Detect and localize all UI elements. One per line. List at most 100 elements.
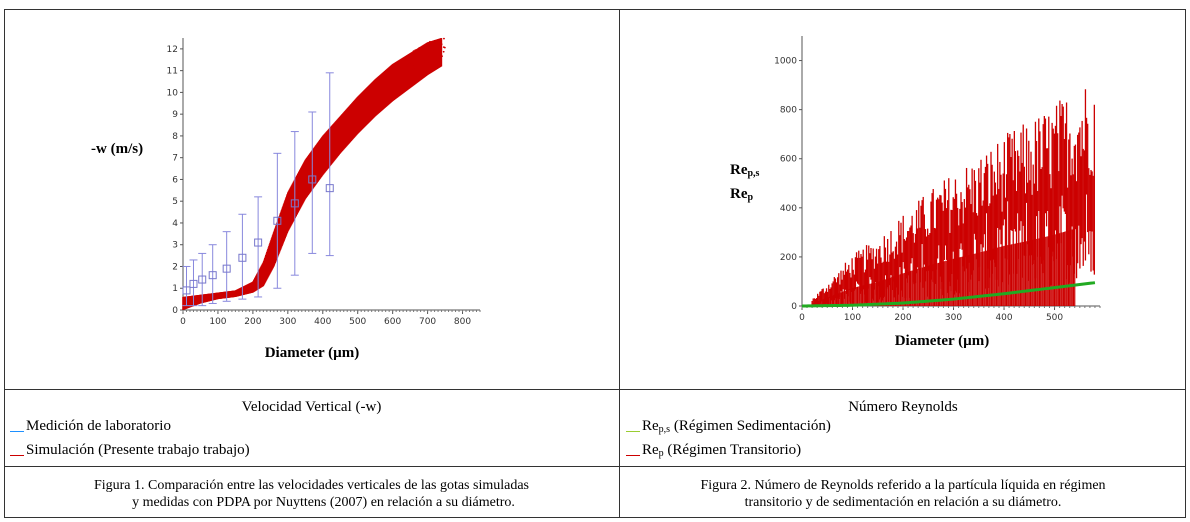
simulation-point — [410, 66, 413, 68]
simulation-point — [434, 58, 437, 61]
chart2-ylabel-line1: Rep,s — [730, 162, 760, 179]
simulation-point — [433, 39, 436, 42]
chart1-x-tick-label: 700 — [419, 317, 436, 326]
row-divider-2 — [4, 466, 1186, 467]
simulation-point — [440, 51, 442, 54]
simulation-point — [400, 65, 403, 68]
simulation-point — [409, 67, 412, 70]
figure1-caption: Figura 1. Comparación entre las velocida… — [4, 477, 619, 511]
simulation-point — [434, 48, 437, 51]
column-divider — [619, 9, 620, 518]
chart1-y-tick-label: 0 — [172, 306, 178, 316]
chart2-ylabel: Rep,s Rep — [730, 160, 759, 208]
simulation-point — [438, 54, 441, 57]
figure2-caption: Figura 2. Número de Reynolds referido a … — [620, 477, 1186, 511]
simulation-point — [399, 64, 401, 67]
simulation-point — [429, 58, 431, 61]
figure1-caption-line1: Figura 1. Comparación entre las velocida… — [93, 478, 530, 493]
simulation-point — [443, 46, 446, 49]
lab-point — [208, 271, 217, 280]
simulation-point — [425, 61, 427, 64]
simulation-point — [435, 52, 438, 55]
chart1-y-tick-label: 4 — [172, 219, 178, 229]
simulation-point — [411, 56, 414, 59]
chart2-title: Número Reynolds — [848, 399, 958, 415]
simulation-point — [429, 43, 432, 45]
simulation-point — [424, 44, 426, 47]
chart2-x-tick-label: 500 — [1046, 313, 1063, 320]
chart1-x-tick-label: 100 — [209, 317, 226, 326]
chart2-y-tick-label: 1000 — [774, 57, 797, 67]
chart1-x-tick-label: 300 — [279, 317, 296, 326]
simulation-point — [412, 50, 415, 53]
simulation-point — [404, 72, 407, 75]
simulation-point — [419, 52, 422, 55]
simulation-point — [420, 63, 423, 66]
sedimentacion-series-line — [801, 281, 1096, 308]
legend-lab-swatch — [10, 431, 24, 432]
simulation-point — [431, 59, 434, 62]
lab-point — [273, 216, 282, 225]
chart1-y-tick-label: 12 — [167, 45, 178, 55]
chart1-y-tick-label: 8 — [172, 132, 178, 142]
lab-point — [325, 184, 334, 193]
simulation-point — [408, 57, 411, 60]
legend-trans-label: Rep (Régimen Transitorio) — [642, 442, 802, 459]
chart1-x-tick-label: 0 — [180, 317, 186, 326]
chart2-x-tick-label: 300 — [945, 313, 962, 320]
velocity-scatter-chart: 0 100 200 300 400 500 600 700 800012345678910111… — [167, 37, 481, 326]
simulation-point — [412, 69, 414, 72]
chart2-y-tick-label: 600 — [780, 155, 797, 165]
simulation-point — [430, 52, 433, 55]
simulation-point — [430, 56, 433, 59]
chart1-y-tick-label: 11 — [167, 67, 178, 77]
lab-point — [198, 275, 207, 284]
simulation-point — [404, 64, 407, 67]
legend-sed-swatch — [626, 431, 640, 432]
simulation-point — [404, 57, 407, 60]
chart2-y-tick-label: 800 — [780, 106, 797, 116]
legend-sim-label: Simulación (Presente trabajo trabajo) — [26, 442, 250, 458]
simulation-point — [426, 49, 429, 52]
chart1-ylabel: -w (m/s) — [91, 141, 144, 157]
chart1-y-tick-label: 5 — [172, 197, 178, 207]
simulation-point — [440, 43, 443, 46]
chart1-x-tick-label: 500 — [349, 317, 366, 326]
chart2-x-tick-label: 400 — [995, 313, 1012, 320]
chart2-xlabel: Diameter (µm) — [894, 333, 990, 349]
chart1-y-tick-label: 3 — [172, 241, 178, 251]
simulation-point — [425, 58, 428, 61]
chart1-title: Velocidad Vertical (-w) — [241, 399, 382, 415]
simulation-point — [419, 61, 422, 64]
simulation-point — [442, 50, 445, 53]
simulation-point — [441, 55, 443, 58]
simulation-point — [420, 54, 423, 57]
simulation-point — [429, 49, 432, 52]
simulation-point — [403, 73, 405, 76]
simulation-point — [422, 60, 425, 63]
chart1-y-tick-label: 10 — [167, 88, 179, 98]
simulation-point — [429, 40, 431, 43]
row-divider-1 — [4, 389, 1186, 390]
simulation-point — [407, 64, 410, 67]
simulation-point — [427, 60, 430, 63]
reynolds-scatter-chart: 0 100 200 300 400 500 0 200 400 600 800 1000 — [774, 36, 1101, 320]
simulation-point — [428, 46, 431, 49]
simulation-point — [417, 54, 420, 57]
simulation-point — [432, 43, 435, 46]
simulation-point — [424, 56, 427, 59]
chart2-y-tick-label: 0 — [791, 302, 797, 312]
simulation-point — [433, 53, 436, 55]
chart2-y-tick-label: 400 — [780, 204, 797, 214]
chart1-y-tick-label: 1 — [172, 284, 178, 294]
lab-point — [308, 175, 317, 184]
chart1-xlabel: Diameter (µm) — [264, 345, 360, 361]
lab-point — [222, 264, 231, 273]
simulation-point — [418, 63, 421, 66]
chart2-x-tick-label: 0 — [799, 313, 805, 320]
simulation-point — [438, 42, 441, 45]
chart1-y-tick-label: 2 — [172, 262, 178, 272]
simulation-point — [412, 65, 415, 68]
legend-sed-label: Rep,s (Régimen Sedimentación) — [642, 418, 831, 435]
simulation-point — [399, 71, 402, 73]
